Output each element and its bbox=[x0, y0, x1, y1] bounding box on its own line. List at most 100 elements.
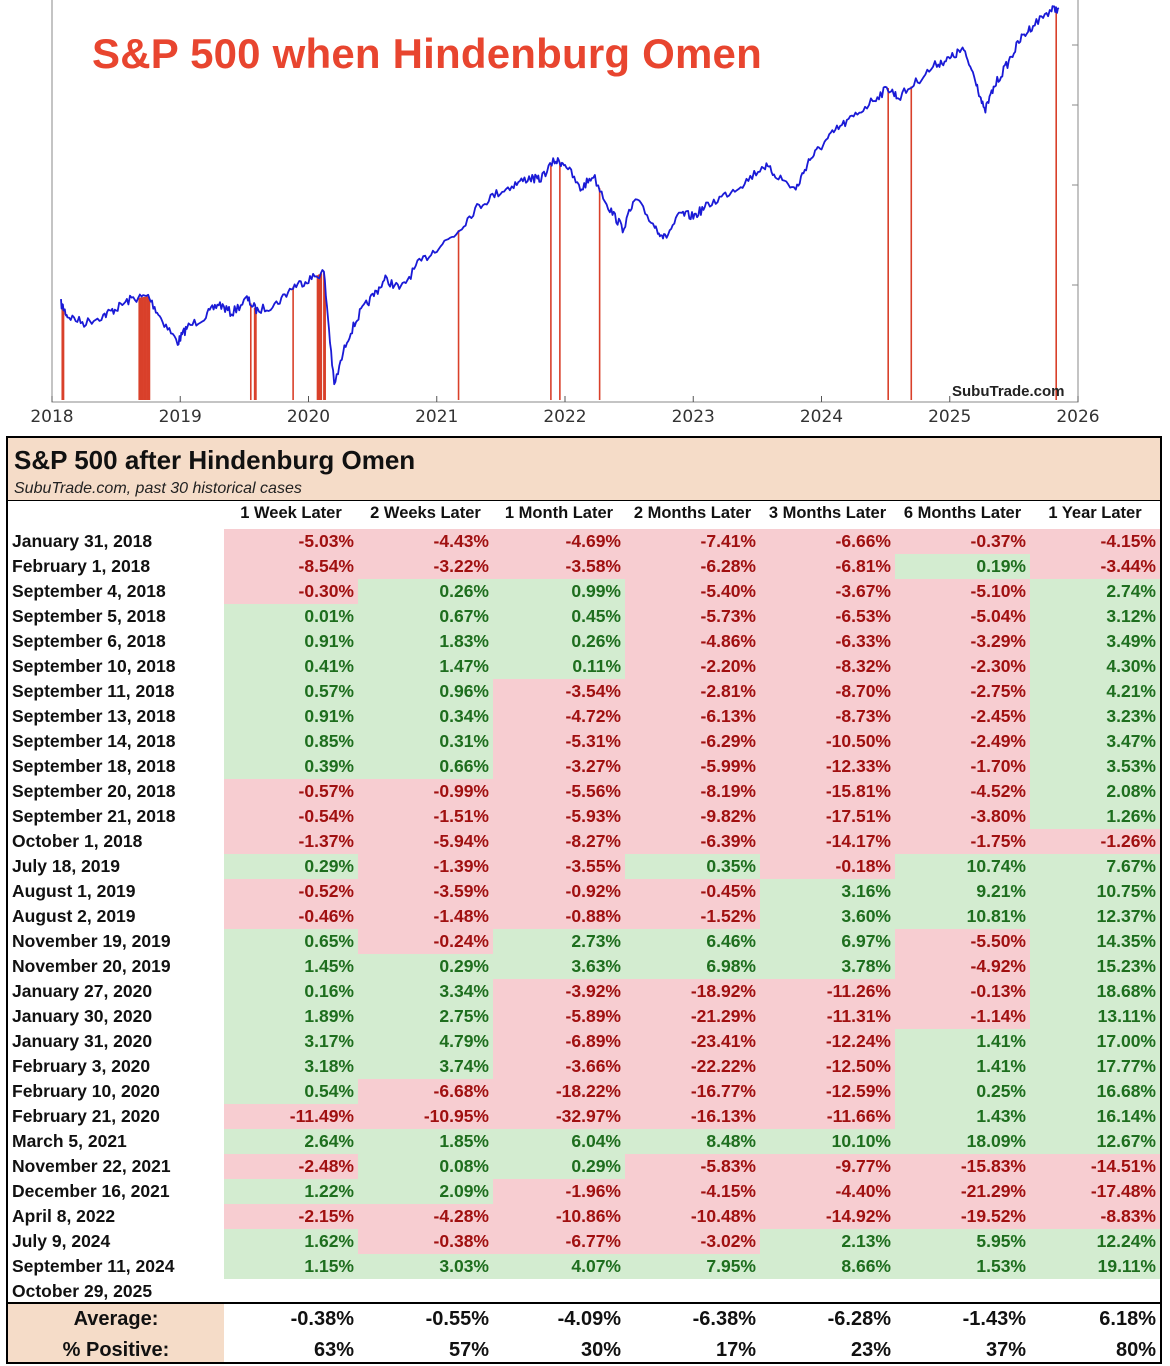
column-header: 1 Week Later bbox=[240, 504, 342, 522]
return-cell: 6.46% bbox=[625, 929, 760, 954]
row-date: March 5, 2021 bbox=[12, 1131, 127, 1151]
table-header: S&P 500 after Hindenburg Omen SubuTrade.… bbox=[8, 438, 1160, 501]
return-cell: -7.41% bbox=[625, 529, 760, 554]
table-row: January 27, 2020 0.16% 3.34% -3.92% -18.92% -… bbox=[8, 979, 1160, 1004]
return-cell: -3.55% bbox=[493, 854, 625, 879]
return-cell: -2.15% bbox=[224, 1204, 358, 1229]
return-cell: 0.29% bbox=[493, 1154, 625, 1179]
return-cell: -6.53% bbox=[760, 604, 895, 629]
return-cell: -4.92% bbox=[895, 954, 1030, 979]
column-header: 6 Months Later bbox=[903, 504, 1022, 522]
return-cell: -8.83% bbox=[1030, 1204, 1160, 1229]
table-row: August 1, 2019 -0.52% -3.59% -0.92% -0.45% 3.… bbox=[8, 879, 1160, 904]
summary-value: 63% bbox=[313, 1339, 354, 1361]
return-cell: 0.34% bbox=[358, 704, 493, 729]
table-row: July 18, 2019 0.29% -1.39% -3.55% 0.35% -0.18… bbox=[8, 854, 1160, 879]
column-header: 2 Weeks Later bbox=[370, 504, 481, 522]
return-cell: -1.26% bbox=[1030, 829, 1160, 854]
return-cell: 3.49% bbox=[1030, 629, 1160, 654]
return-cell: -16.77% bbox=[625, 1079, 760, 1104]
return-cell: 1.85% bbox=[358, 1129, 493, 1154]
summary-label: % Positive: bbox=[8, 1335, 224, 1362]
table-row: September 4, 2018 -0.30% 0.26% 0.99% -5.40% -… bbox=[8, 579, 1160, 604]
return-cell: -14.51% bbox=[1030, 1154, 1160, 1179]
table-row: November 22, 2021 -2.48% 0.08% 0.29% -5.83% -… bbox=[8, 1154, 1160, 1179]
table-row: September 13, 2018 0.91% 0.34% -4.72% -6.13%… bbox=[8, 704, 1160, 729]
return-cell: 1.47% bbox=[358, 654, 493, 679]
return-cell: 10.81% bbox=[895, 904, 1030, 929]
return-cell: -4.72% bbox=[493, 704, 625, 729]
summary-value: -4.09% bbox=[557, 1308, 621, 1330]
return-cell: -10.50% bbox=[760, 729, 895, 754]
return-cell: 2.13% bbox=[760, 1229, 895, 1254]
return-cell: -5.04% bbox=[895, 604, 1030, 629]
return-cell: 3.03% bbox=[358, 1254, 493, 1279]
return-cell: -2.48% bbox=[224, 1154, 358, 1179]
return-cell: 0.16% bbox=[224, 979, 358, 1004]
sp500-price-line bbox=[60, 5, 1060, 386]
return-cell: 0.66% bbox=[358, 754, 493, 779]
table-rows: January 31, 2018 -5.03% -4.43% -4.69% -7.41%… bbox=[8, 529, 1160, 1304]
return-cell: -3.92% bbox=[493, 979, 625, 1004]
return-cell: -6.89% bbox=[493, 1029, 625, 1054]
return-cell: 2.09% bbox=[358, 1179, 493, 1204]
return-cell: -0.88% bbox=[493, 904, 625, 929]
return-cell: -32.97% bbox=[493, 1104, 625, 1129]
return-cell: 16.68% bbox=[1030, 1079, 1160, 1104]
return-cell: -21.29% bbox=[895, 1179, 1030, 1204]
return-cell: 18.68% bbox=[1030, 979, 1160, 1004]
row-date: September 10, 2018 bbox=[12, 656, 176, 676]
return-cell: -1.75% bbox=[895, 829, 1030, 854]
return-cell: -8.70% bbox=[760, 679, 895, 704]
return-cell: -5.56% bbox=[493, 779, 625, 804]
summary-value: -6.38% bbox=[692, 1308, 756, 1330]
return-cell: -6.81% bbox=[760, 554, 895, 579]
return-cell: 3.47% bbox=[1030, 729, 1160, 754]
chart-svg: 2018 2019 2020 2021 2022 2023 2024 2025 2026 bbox=[30, 0, 1100, 427]
summary-rows: Average: -0.38% -0.55% -4.09% -6.38% -6.28% -1… bbox=[8, 1302, 1160, 1362]
row-date: December 16, 2021 bbox=[12, 1181, 170, 1201]
return-cell: -5.99% bbox=[625, 754, 760, 779]
return-cell: 10.75% bbox=[1030, 879, 1160, 904]
return-cell: -8.32% bbox=[760, 654, 895, 679]
return-cell: -9.77% bbox=[760, 1154, 895, 1179]
return-cell: -2.49% bbox=[895, 729, 1030, 754]
return-cell: 3.60% bbox=[760, 904, 895, 929]
return-cell: -1.48% bbox=[358, 904, 493, 929]
return-cell: -1.37% bbox=[224, 829, 358, 854]
return-cell: 7.95% bbox=[625, 1254, 760, 1279]
column-headers: 1 Week Later 2 Weeks Later 1 Month Later 2 … bbox=[8, 504, 1160, 526]
row-date: February 1, 2018 bbox=[12, 556, 151, 576]
return-cell: 0.41% bbox=[224, 654, 358, 679]
return-cell: -12.24% bbox=[760, 1029, 895, 1054]
return-cell: -2.45% bbox=[895, 704, 1030, 729]
return-cell: 12.37% bbox=[1030, 904, 1160, 929]
row-date: September 14, 2018 bbox=[12, 731, 176, 751]
return-cell: 0.26% bbox=[358, 579, 493, 604]
return-cell: 1.45% bbox=[224, 954, 358, 979]
return-cell: 0.19% bbox=[895, 554, 1030, 579]
x-tick-label: 2022 bbox=[543, 407, 586, 427]
return-cell: 3.74% bbox=[358, 1054, 493, 1079]
return-cell: -14.92% bbox=[760, 1204, 895, 1229]
row-date: January 27, 2020 bbox=[12, 981, 153, 1001]
column-header: 2 Months Later bbox=[633, 504, 752, 522]
column-header: 3 Months Later bbox=[768, 504, 887, 522]
x-tick-label: 2020 bbox=[287, 407, 330, 427]
return-cell: -3.59% bbox=[358, 879, 493, 904]
table-title: S&P 500 after Hindenburg Omen bbox=[14, 445, 416, 475]
table-row: November 20, 2019 1.45% 0.29% 3.63% 6.98% 3.7… bbox=[8, 954, 1160, 979]
return-cell: -1.14% bbox=[895, 1004, 1030, 1029]
row-date: October 29, 2025 bbox=[12, 1281, 153, 1301]
return-cell: 3.16% bbox=[760, 879, 895, 904]
return-cell: -8.19% bbox=[625, 779, 760, 804]
return-cell: 10.10% bbox=[760, 1129, 895, 1154]
table-row: January 30, 2020 1.89% 2.75% -5.89% -21.29% -… bbox=[8, 1004, 1160, 1029]
return-cell: 12.67% bbox=[1030, 1129, 1160, 1154]
row-date: September 11, 2018 bbox=[12, 681, 175, 701]
return-cell: -2.75% bbox=[895, 679, 1030, 704]
return-cell: -6.66% bbox=[760, 529, 895, 554]
row-date: February 10, 2020 bbox=[12, 1081, 160, 1101]
price-chart: 2018 2019 2020 2021 2022 2023 2024 2025 2026 S&P… bbox=[0, 0, 1170, 432]
row-date: February 21, 2020 bbox=[12, 1106, 160, 1126]
